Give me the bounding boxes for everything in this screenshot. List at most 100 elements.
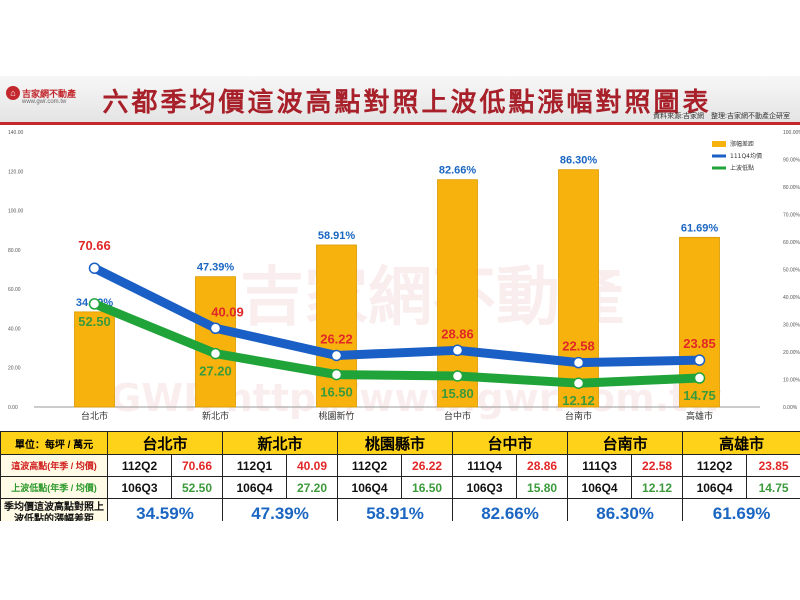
- y-right-tick-label: 80.00%: [783, 185, 800, 191]
- legend-swatch-bar: [712, 141, 726, 147]
- series-line: [90, 263, 704, 368]
- price-cell: 52.50: [170, 476, 224, 499]
- low-data-label: 52.50: [78, 314, 111, 329]
- percent-cell: 61.69%: [682, 498, 800, 521]
- quarter-cell: 112Q2: [107, 454, 172, 477]
- price-cell: 27.20: [286, 476, 339, 499]
- table-row-percent: 季均價這波高點對照上波低點的漲幅差距 34.59% 47.39% 58.91% …: [0, 498, 800, 521]
- line-point: [451, 344, 464, 357]
- bar-data-label: 86.30%: [560, 155, 598, 167]
- line-point: [209, 347, 222, 360]
- quarter-cell: 106Q3: [107, 476, 172, 499]
- title-bar: ⌂ 吉家網不動產 www.gwr.com.tw 六都季均價這波高點對照上波低點漲…: [0, 76, 800, 125]
- table-row-high: 這波高點(年季 / 均價) 112Q2 70.66 112Q1 40.09 112Q…: [0, 454, 800, 477]
- legend-label: 上波低點: [730, 164, 754, 172]
- city-header: 高雄市: [682, 431, 800, 455]
- city-header: 台中市: [452, 431, 569, 455]
- page-title: 六都季均價這波高點對照上波低點漲幅對照圖表: [102, 88, 712, 118]
- y-right-tick-label: 50.00%: [783, 268, 800, 274]
- y-left-tick-label: 40.00: [8, 326, 21, 332]
- price-cell: 14.75: [746, 476, 800, 499]
- y-right-tick-label: 70.00%: [783, 213, 800, 219]
- percent-cell: 58.91%: [337, 498, 454, 521]
- price-cell: 70.66: [170, 454, 224, 477]
- y-right-tick-label: 40.00%: [783, 295, 800, 301]
- y-right-tick-label: 20.00%: [783, 350, 800, 356]
- percent-cell: 86.30%: [567, 498, 684, 521]
- line-point: [88, 262, 101, 274]
- bar: [195, 276, 236, 408]
- high-data-label: 28.86: [441, 326, 474, 341]
- city-header: 新北市: [222, 431, 339, 455]
- percent-cell: 34.59%: [106, 498, 224, 521]
- y-left-tick-label: 120.00: [8, 169, 24, 175]
- row-label-high: 這波高點(年季 / 均價): [0, 454, 108, 477]
- y-right-tick-label: 60.00%: [783, 240, 800, 246]
- x-category-label: 台南市: [565, 410, 592, 422]
- price-cell: 40.09: [286, 454, 339, 477]
- low-data-label: 15.80: [441, 386, 474, 401]
- quarter-cell: 111Q3: [567, 454, 633, 477]
- y-left-tick-label: 140.00: [8, 130, 24, 136]
- city-header: 台南市: [567, 431, 684, 455]
- quarter-cell: 106Q4: [337, 476, 403, 499]
- bar: [316, 244, 357, 408]
- price-cell: 22.58: [631, 454, 684, 477]
- line-point: [693, 372, 706, 384]
- line-point: [693, 354, 706, 366]
- line-point: [451, 370, 464, 382]
- row-label-percent: 季均價這波高點對照上波低點的漲幅差距: [0, 498, 108, 521]
- quarter-cell: 111Q4: [452, 454, 518, 477]
- quarter-cell: 112Q1: [222, 454, 288, 477]
- x-category-label: 新北市: [202, 410, 229, 422]
- y-right-tick-label: 100.00%: [783, 130, 800, 136]
- low-data-label: 27.20: [199, 364, 232, 379]
- y-right-tick-label: 90.00%: [783, 158, 800, 164]
- line-point: [572, 377, 585, 389]
- price-cell: 16.50: [401, 476, 454, 499]
- percent-cell: 82.66%: [452, 498, 569, 521]
- high-data-label: 70.66: [78, 238, 111, 253]
- legend-label: 111Q4均價: [730, 152, 762, 160]
- line-point: [572, 356, 585, 369]
- price-cell: 12.12: [631, 476, 684, 499]
- line-point: [209, 322, 222, 335]
- quarter-cell: 106Q4: [682, 476, 748, 499]
- quarter-cell: 106Q4: [567, 476, 633, 499]
- quarter-cell: 112Q2: [337, 454, 403, 477]
- price-cell: 26.22: [401, 454, 454, 477]
- price-cell: 28.86: [516, 454, 569, 477]
- x-category-label: 台中市: [444, 410, 471, 422]
- y-left-tick-label: 80.00: [8, 248, 21, 254]
- table-row-low: 上波低點(年季 / 均價) 106Q3 52.50 106Q4 27.20 106Q…: [0, 476, 800, 499]
- line-point: [330, 368, 343, 381]
- logo-name: 吉家網不動產: [22, 89, 77, 99]
- bar-data-label: 61.69%: [681, 222, 719, 234]
- series-line: [90, 299, 704, 388]
- y-left-tick-label: 20.00: [8, 366, 21, 372]
- table-header-row: 單位：每坪 / 萬元 台北市 新北市 桃園縣市 台中市 台南市 高雄市: [0, 431, 800, 455]
- row-label-low: 上波低點(年季 / 均價): [0, 476, 108, 499]
- bar-data-label: 82.66%: [439, 165, 477, 177]
- price-cell: 23.85: [746, 454, 800, 477]
- x-category-label: 高雄市: [686, 410, 713, 422]
- bar: [558, 169, 599, 408]
- line-point: [88, 298, 101, 310]
- high-data-label: 40.09: [211, 304, 244, 319]
- unit-label: 單位：每坪 / 萬元: [0, 431, 108, 455]
- x-category-label: 台北市: [81, 410, 108, 422]
- legend-label: 漲幅差距: [730, 140, 754, 148]
- bar: [74, 311, 115, 408]
- bar: [437, 179, 478, 408]
- high-data-label: 26.22: [320, 331, 353, 346]
- low-data-label: 16.50: [320, 385, 353, 400]
- high-data-label: 22.58: [562, 339, 595, 354]
- logo-url: www.gwr.com.tw: [22, 99, 67, 105]
- y-left-tick-label: 0.00: [8, 405, 18, 411]
- quarter-cell: 112Q2: [682, 454, 748, 477]
- combo-chart: 0.00 20.00 40.00 60.00 80.00 100.00 120.00 140.…: [8, 130, 800, 422]
- y-right-tick-label: 30.00%: [783, 323, 800, 329]
- chart-frame: ⌂ 吉家網不動產 www.gwr.com.tw 六都季均價這波高點對照上波低點漲…: [0, 76, 800, 521]
- high-data-label: 23.85: [683, 336, 716, 351]
- y-right-tick-label: 0.00%: [783, 405, 798, 411]
